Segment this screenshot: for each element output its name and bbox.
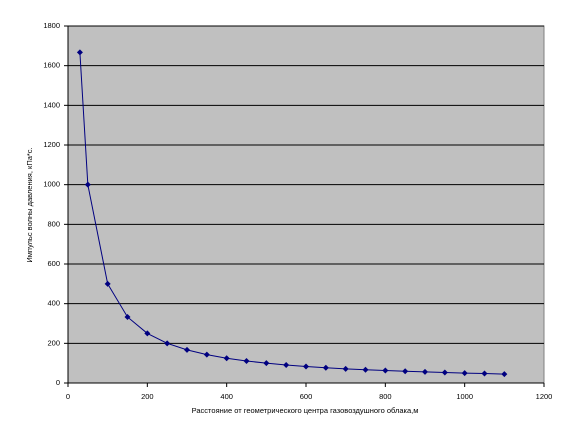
data-point [263, 360, 270, 367]
y-tick-label: 400 [47, 299, 60, 308]
data-point [184, 346, 190, 353]
y-tick-label: 200 [47, 338, 60, 347]
data-point [223, 355, 230, 362]
data-point [441, 369, 448, 376]
data-point [144, 330, 151, 337]
data-point [322, 364, 329, 371]
data-point [303, 363, 309, 370]
y-tick-label: 1200 [43, 140, 60, 149]
x-tick-label: 400 [220, 392, 233, 401]
data-point [362, 366, 369, 373]
x-tick-label: 200 [141, 392, 154, 401]
data-point [164, 340, 171, 347]
y-tick-label: 1600 [43, 61, 60, 70]
x-tick-label: 800 [379, 392, 392, 401]
y-tick-label: 0 [56, 378, 60, 387]
y-tick-label: 1000 [43, 180, 60, 189]
data-point [382, 367, 389, 374]
data-point [104, 280, 111, 287]
data-point [84, 181, 91, 188]
data-point [243, 357, 250, 364]
y-axis-title: Импульс волны давления, кПа*с. [25, 147, 34, 262]
data-point [461, 370, 468, 377]
y-tick-label: 1400 [43, 100, 60, 109]
data-point [283, 361, 290, 368]
x-tick-label: 600 [300, 392, 313, 401]
data-point [342, 365, 349, 372]
x-tick-label: 1200 [536, 392, 553, 401]
x-axis-title: Расстояние от геометрического центра газ… [192, 406, 419, 415]
data-point [402, 368, 409, 375]
data-point [76, 49, 83, 56]
x-tick-label: 1000 [456, 392, 473, 401]
data-point [422, 368, 428, 375]
plot-area [67, 25, 545, 384]
data-point [203, 351, 210, 358]
x-tick-label: 0 [66, 392, 70, 401]
data-point [124, 313, 131, 320]
data-point [481, 370, 488, 377]
y-tick-label: 1800 [43, 21, 60, 30]
data-point [501, 371, 508, 378]
y-tick-label: 600 [47, 259, 60, 268]
y-tick-label: 800 [47, 219, 60, 228]
